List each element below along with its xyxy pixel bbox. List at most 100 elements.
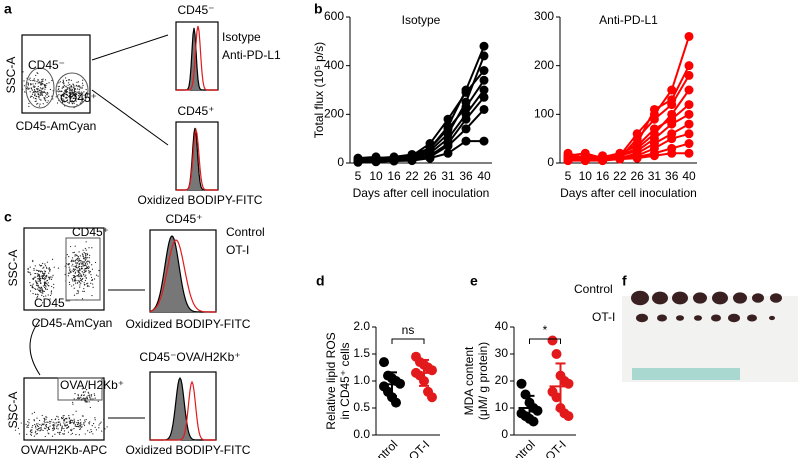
x-tick-label: 36 bbox=[459, 169, 473, 183]
event-dot bbox=[74, 268, 76, 271]
event-dot bbox=[53, 425, 55, 427]
event-dot bbox=[36, 295, 39, 298]
event-dot bbox=[27, 424, 30, 426]
event-dot bbox=[72, 420, 74, 422]
event-dot bbox=[89, 254, 91, 256]
event-dot bbox=[41, 429, 43, 431]
event-dot bbox=[35, 83, 37, 85]
event-dot bbox=[92, 283, 94, 285]
event-dot bbox=[44, 263, 46, 265]
event-dot bbox=[32, 259, 34, 262]
data-point bbox=[684, 61, 694, 71]
event-dot bbox=[63, 420, 65, 422]
event-dot bbox=[51, 435, 54, 437]
event-dot bbox=[69, 420, 72, 422]
event-dot bbox=[43, 277, 45, 280]
event-dot bbox=[90, 276, 93, 279]
arrow bbox=[91, 34, 169, 61]
event-dot bbox=[76, 104, 78, 106]
event-dot bbox=[59, 423, 62, 425]
tumor bbox=[728, 313, 740, 323]
data-point bbox=[667, 148, 677, 158]
event-dot bbox=[37, 85, 39, 88]
event-dot bbox=[41, 93, 43, 95]
axis-label: Relative lipid ROS bbox=[324, 332, 338, 429]
y-tick-label: 20 bbox=[495, 373, 509, 387]
event-dot bbox=[35, 280, 37, 282]
event-dot bbox=[78, 271, 80, 273]
event-dot bbox=[79, 268, 81, 271]
event-dot bbox=[39, 94, 41, 96]
event-dot bbox=[39, 82, 41, 84]
event-dot bbox=[70, 259, 73, 261]
panel-label: a bbox=[4, 1, 12, 17]
event-dot bbox=[78, 260, 80, 263]
event-dot bbox=[43, 423, 45, 425]
x-tick-label: OT-I bbox=[406, 437, 432, 458]
event-dot bbox=[28, 422, 30, 424]
event-dot bbox=[94, 261, 97, 264]
event-dot bbox=[33, 435, 35, 437]
event-dot bbox=[78, 98, 80, 100]
event-dot bbox=[58, 94, 60, 96]
event-dot bbox=[70, 79, 72, 81]
event-dot bbox=[59, 431, 61, 434]
event-dot bbox=[49, 278, 51, 280]
event-dot bbox=[87, 391, 89, 393]
event-dot bbox=[84, 391, 86, 393]
event-dot bbox=[80, 259, 82, 262]
event-dot bbox=[86, 283, 88, 285]
event-dot bbox=[45, 100, 47, 102]
event-dot bbox=[33, 79, 35, 81]
data-point bbox=[649, 104, 659, 114]
data-point bbox=[649, 124, 659, 134]
tumor-photo bbox=[622, 296, 798, 382]
event-dot bbox=[57, 86, 59, 88]
event-dot bbox=[46, 284, 48, 286]
event-dot bbox=[72, 87, 74, 89]
event-dot bbox=[103, 418, 105, 421]
event-dot bbox=[48, 272, 50, 274]
event-dot bbox=[50, 278, 53, 280]
event-dot bbox=[34, 94, 36, 97]
event-dot bbox=[37, 72, 39, 75]
event-dot bbox=[72, 94, 74, 96]
event-dot bbox=[33, 89, 36, 91]
event-dot bbox=[66, 94, 68, 96]
event-dot bbox=[92, 398, 94, 400]
event-dot bbox=[44, 287, 47, 290]
event-dot bbox=[80, 279, 82, 281]
event-dot bbox=[77, 292, 79, 294]
legend-entry: Anti-PD-L1 bbox=[222, 48, 281, 62]
event-dot bbox=[66, 254, 68, 256]
event-dot bbox=[80, 275, 83, 278]
event-dot bbox=[32, 260, 34, 263]
event-dot bbox=[34, 287, 36, 290]
histogram bbox=[176, 25, 218, 91]
event-dot bbox=[40, 290, 42, 292]
axis-label: in CD45⁺ cells bbox=[338, 342, 352, 419]
y-tick-label: 0.0 bbox=[353, 427, 370, 441]
event-dot bbox=[39, 290, 41, 293]
event-dot bbox=[73, 92, 76, 94]
event-dot bbox=[43, 282, 46, 285]
event-dot bbox=[34, 91, 36, 93]
event-dot bbox=[33, 420, 35, 422]
event-dot bbox=[31, 95, 33, 98]
event-dot bbox=[46, 96, 48, 99]
event-dot bbox=[74, 272, 76, 274]
legend-entry: Control bbox=[226, 225, 265, 239]
event-dot bbox=[72, 97, 74, 100]
event-dot bbox=[29, 266, 31, 268]
event-dot bbox=[44, 278, 46, 280]
event-dot bbox=[66, 418, 68, 420]
arrow bbox=[91, 89, 169, 146]
event-dot bbox=[52, 421, 54, 423]
data-point bbox=[563, 156, 573, 166]
y-tick-label: 0.5 bbox=[353, 400, 370, 414]
event-dot bbox=[35, 423, 38, 425]
event-dot bbox=[27, 267, 29, 270]
event-dot bbox=[75, 264, 78, 266]
event-dot bbox=[47, 100, 49, 102]
event-dot bbox=[39, 103, 41, 105]
